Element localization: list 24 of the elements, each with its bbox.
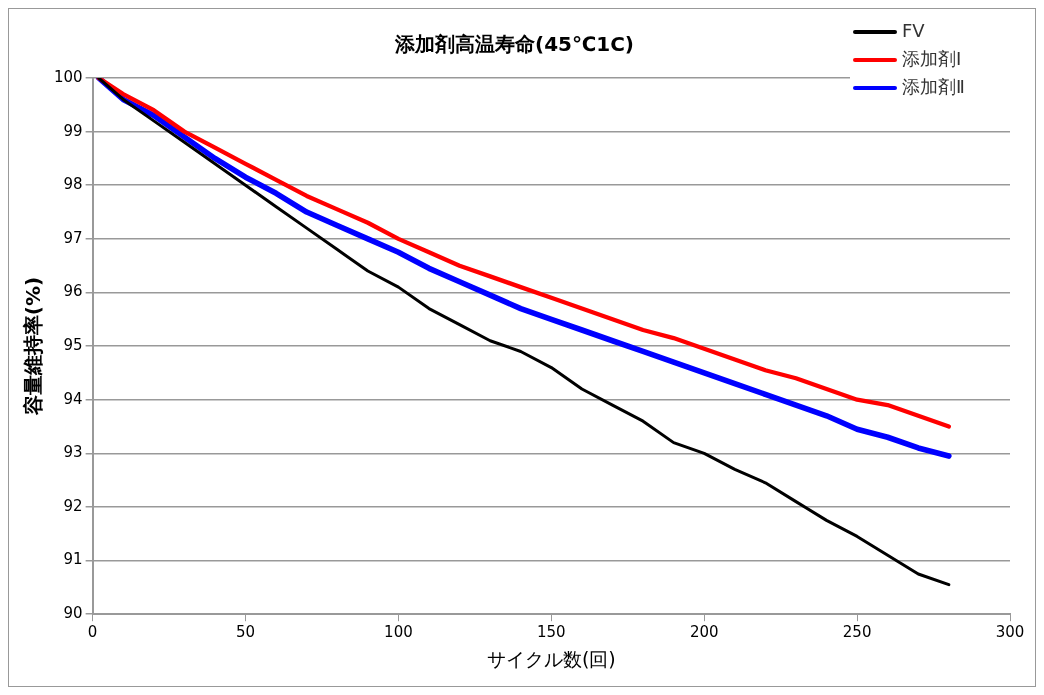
x-tick-label: 0 (87, 623, 98, 642)
y-tick-label: 97 (63, 228, 83, 247)
y-tick-label: 93 (63, 443, 83, 462)
y-tick-label: 99 (63, 121, 83, 140)
y-axis-title: 容量維持率(%) (21, 276, 46, 417)
y-tick-label: 92 (63, 496, 83, 515)
x-tick-label: 300 (995, 623, 1025, 642)
y-tick-label: 100 (53, 67, 83, 86)
x-tick-label: 100 (384, 623, 413, 642)
x-axis-title: サイクル数(回) (486, 647, 616, 670)
x-tick-label: 200 (689, 623, 719, 642)
y-tick-label: 94 (63, 389, 83, 408)
legend-label: 添加剤Ⅰ (902, 47, 962, 69)
legend-label: 添加剤Ⅱ (902, 75, 965, 97)
x-tick-label: 150 (536, 623, 566, 642)
x-tick-label: 250 (842, 623, 872, 642)
legend-label: FV (902, 19, 926, 41)
x-tick-label: 50 (235, 623, 256, 642)
y-tick-label: 95 (63, 335, 83, 354)
chart-title: 添加剤高温寿命(45℃1C) (394, 32, 634, 57)
y-tick-label: 96 (63, 282, 83, 301)
y-tick-label: 91 (63, 550, 83, 569)
y-tick-label: 98 (63, 175, 83, 194)
y-tick-label: 90 (63, 604, 83, 623)
